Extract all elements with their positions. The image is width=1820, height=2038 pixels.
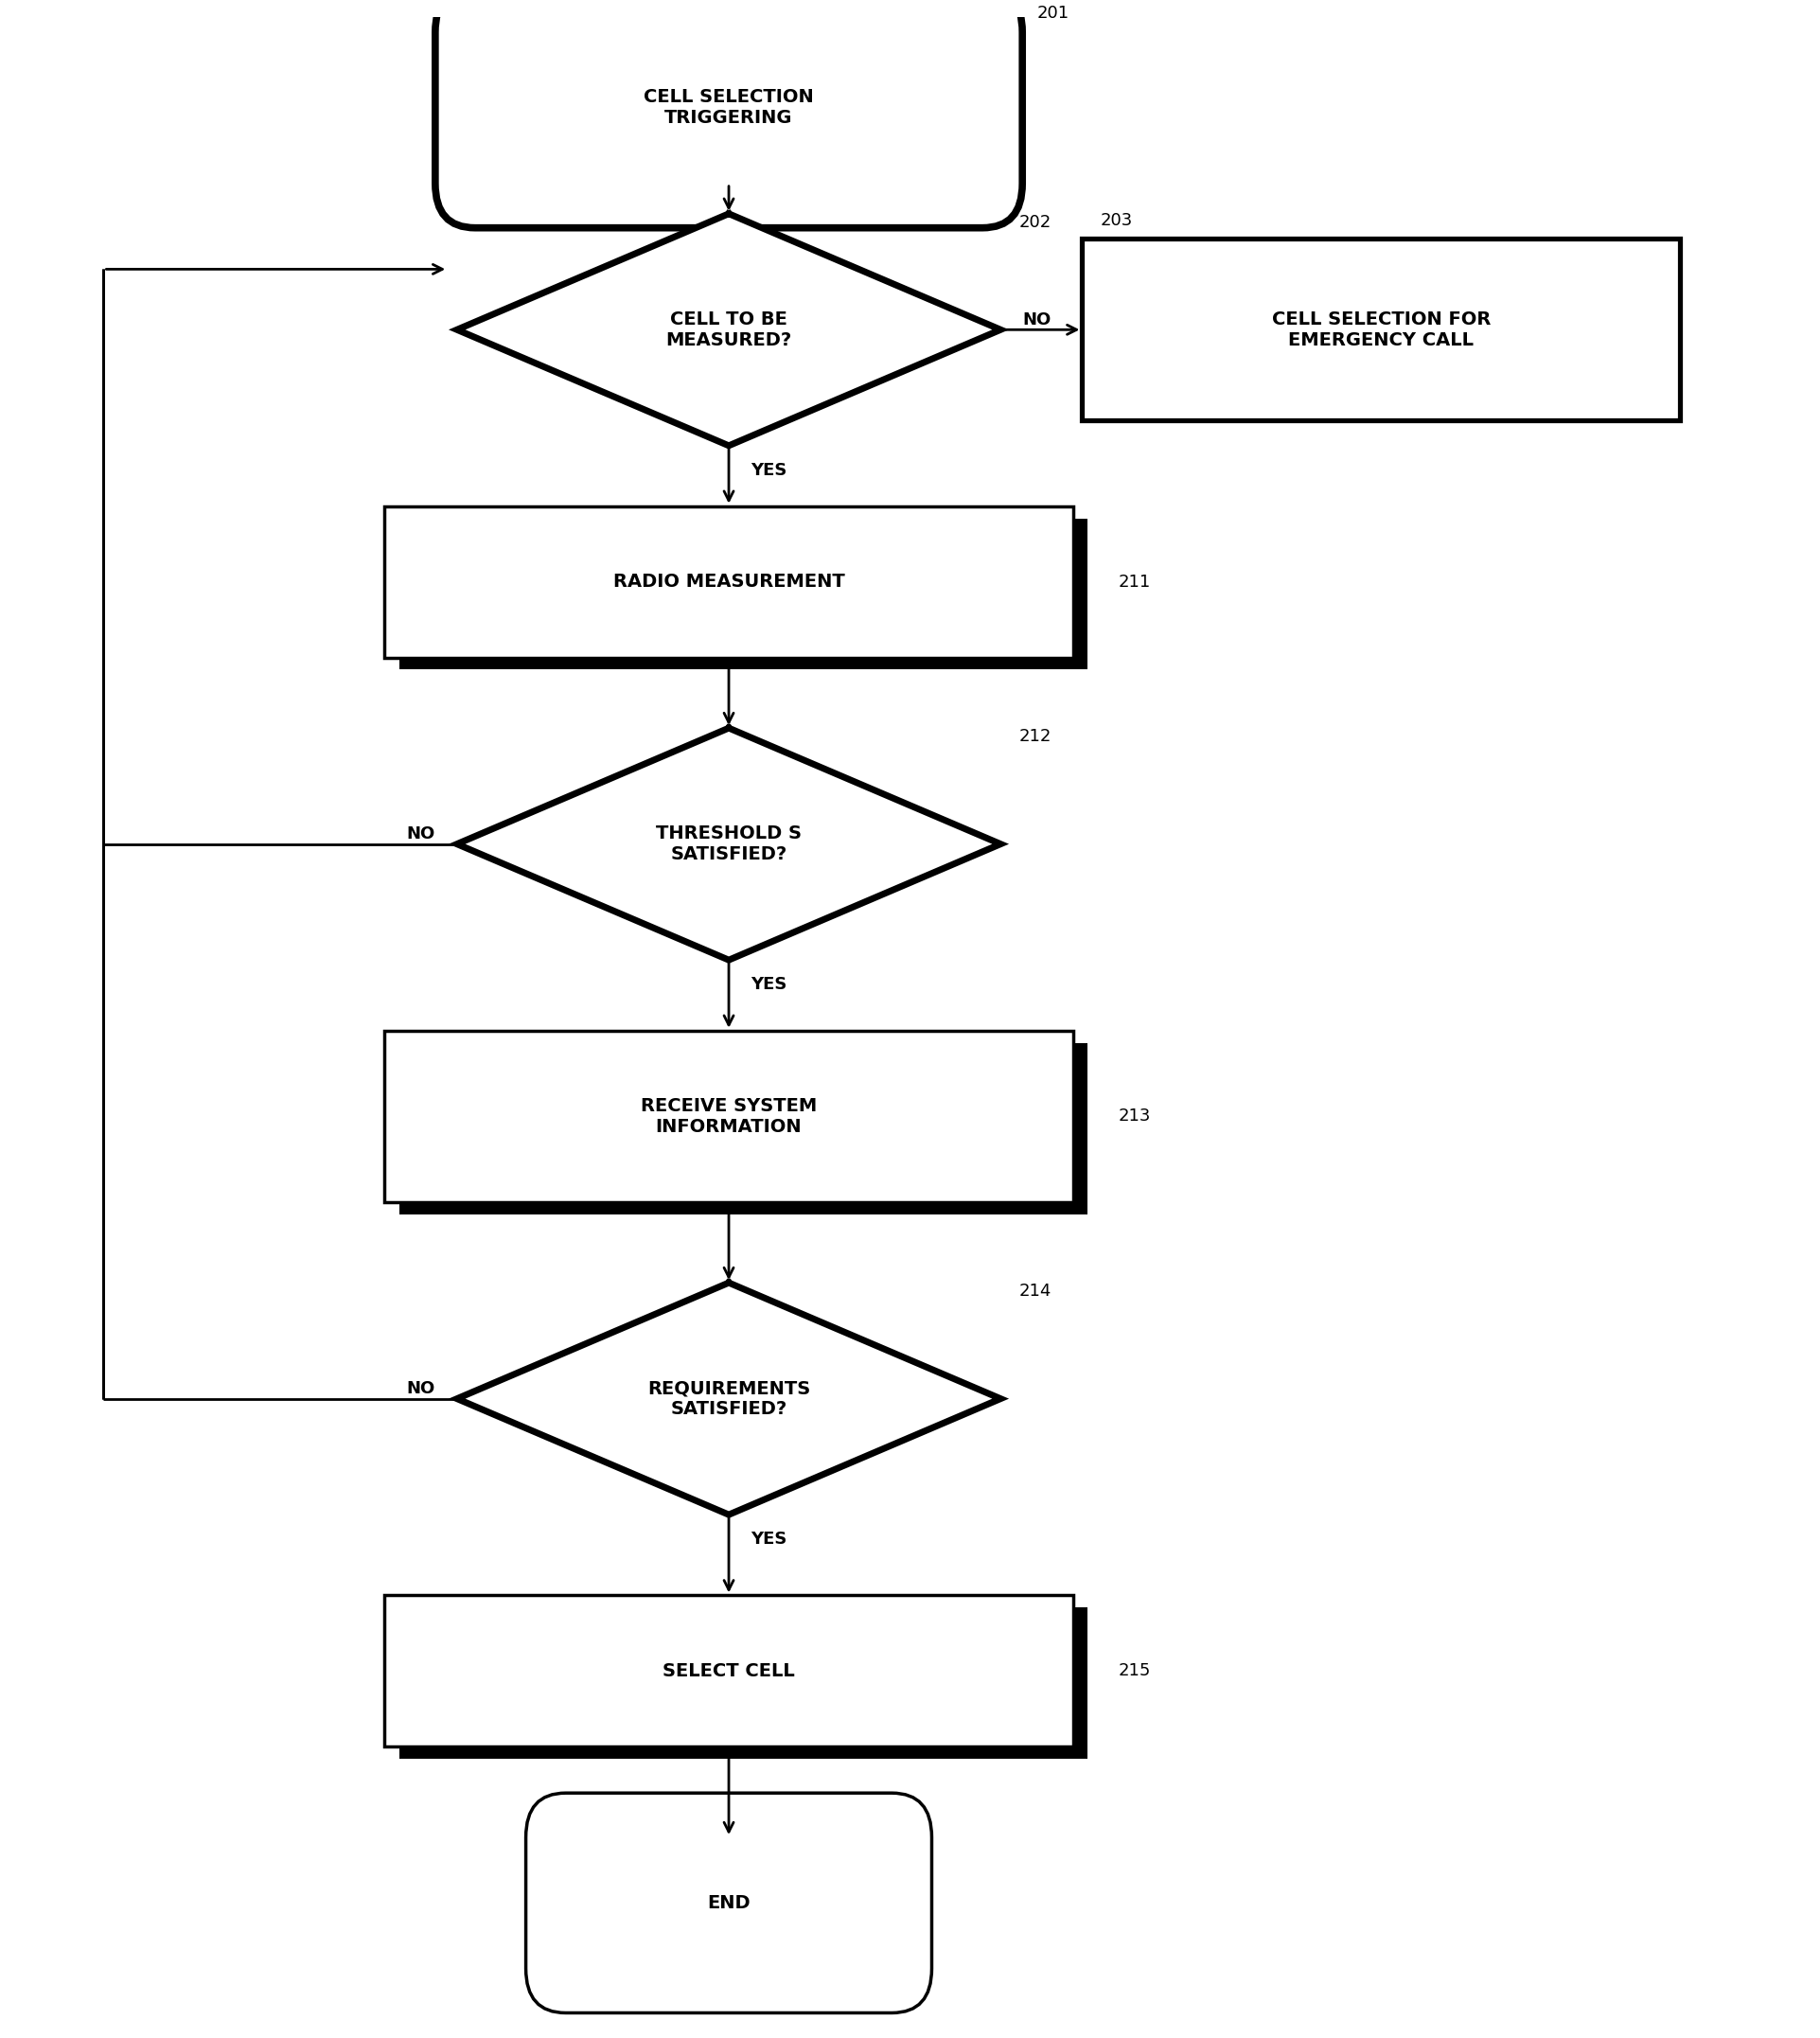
Text: 202: 202 <box>1019 214 1052 230</box>
Text: RECEIVE SYSTEM
INFORMATION: RECEIVE SYSTEM INFORMATION <box>641 1096 817 1135</box>
Text: 214: 214 <box>1019 1282 1052 1300</box>
Bar <box>1083 238 1680 420</box>
FancyBboxPatch shape <box>526 1793 932 2014</box>
Bar <box>399 518 1088 671</box>
Text: 215: 215 <box>1119 1663 1150 1679</box>
Text: CELL SELECTION FOR
EMERGENCY CALL: CELL SELECTION FOR EMERGENCY CALL <box>1272 310 1491 348</box>
Text: 213: 213 <box>1119 1109 1150 1125</box>
Text: NO: NO <box>406 1380 435 1398</box>
Text: 203: 203 <box>1101 212 1132 228</box>
Polygon shape <box>457 1282 1001 1514</box>
Text: NO: NO <box>1023 312 1050 328</box>
Text: 211: 211 <box>1119 573 1150 591</box>
Text: RADIO MEASUREMENT: RADIO MEASUREMENT <box>613 573 844 591</box>
FancyBboxPatch shape <box>435 0 1023 228</box>
Bar <box>384 1031 1074 1202</box>
Text: YES: YES <box>750 463 786 479</box>
Polygon shape <box>457 214 1001 446</box>
Bar <box>399 1043 1088 1215</box>
Text: 201: 201 <box>1037 4 1068 22</box>
Text: NO: NO <box>406 825 435 842</box>
Text: REQUIREMENTS
SATISFIED?: REQUIREMENTS SATISFIED? <box>648 1380 810 1418</box>
Text: 212: 212 <box>1019 728 1052 746</box>
Text: SELECT CELL: SELECT CELL <box>662 1663 795 1679</box>
Text: CELL TO BE
MEASURED?: CELL TO BE MEASURED? <box>666 310 792 348</box>
Bar <box>399 1608 1088 1759</box>
Bar <box>384 505 1074 658</box>
Text: YES: YES <box>750 976 786 993</box>
Text: END: END <box>708 1893 750 1912</box>
Text: CELL SELECTION
TRIGGERING: CELL SELECTION TRIGGERING <box>644 88 814 126</box>
Text: YES: YES <box>750 1531 786 1547</box>
Bar <box>384 1596 1074 1747</box>
Text: THRESHOLD S
SATISFIED?: THRESHOLD S SATISFIED? <box>655 825 801 864</box>
Polygon shape <box>457 728 1001 960</box>
